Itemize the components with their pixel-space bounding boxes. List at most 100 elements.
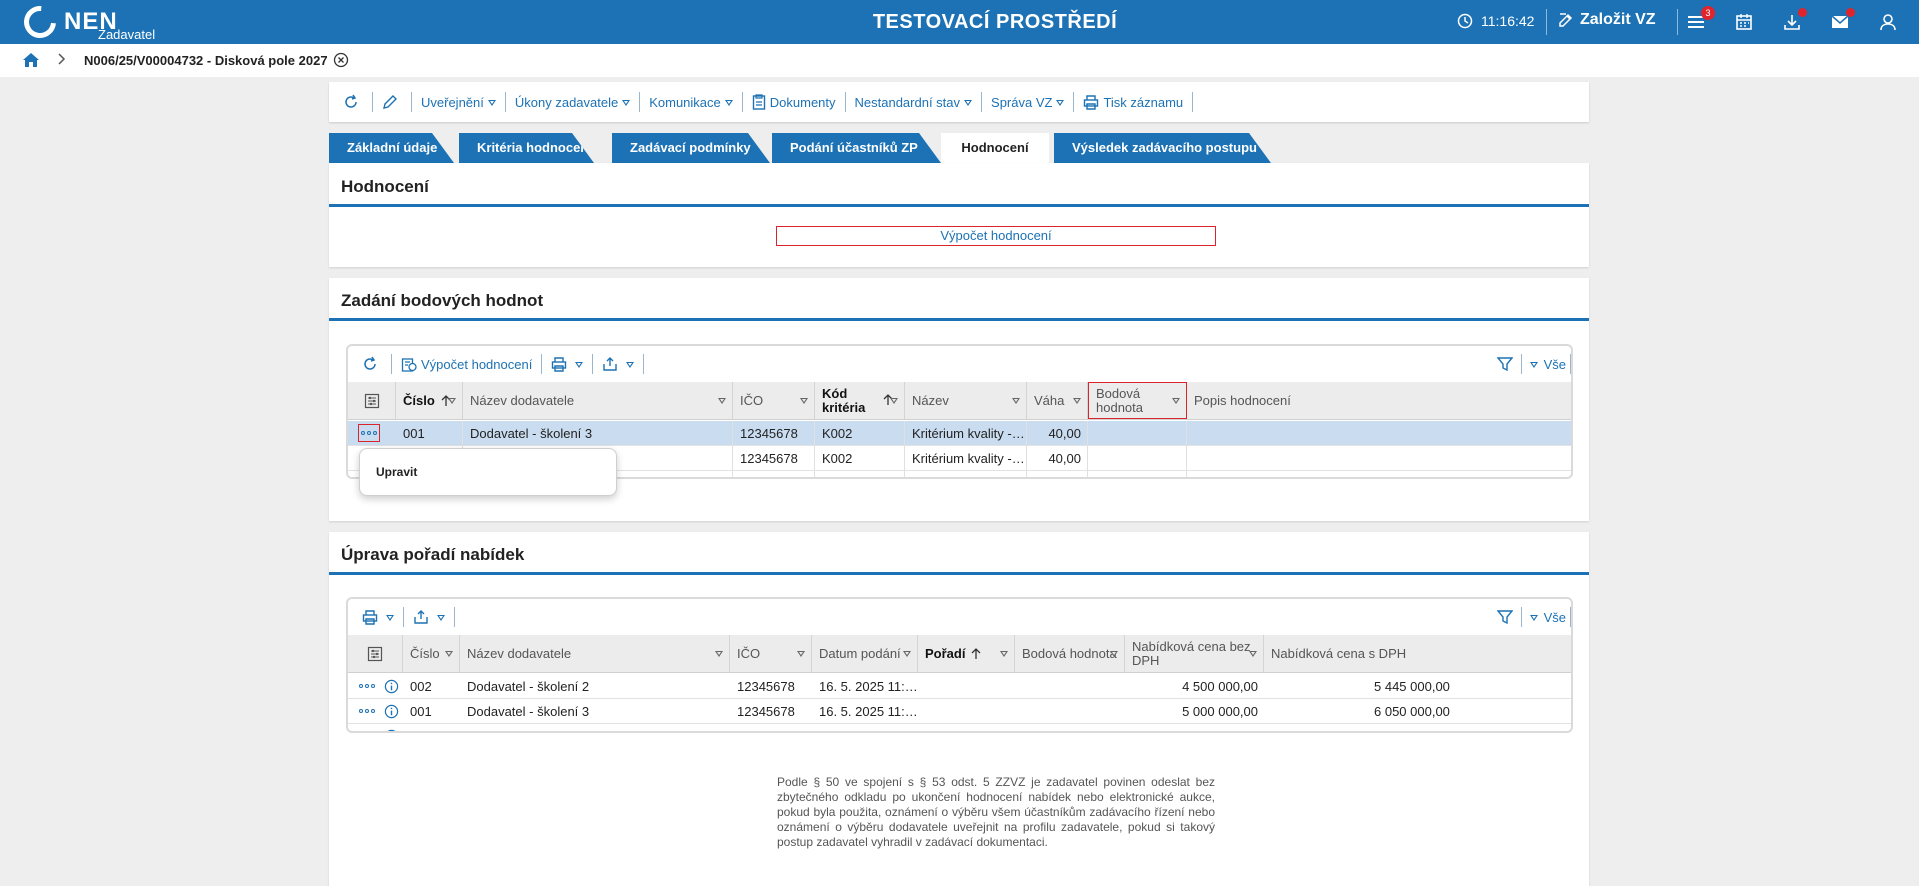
table-row[interactable]: 001 Dodavatel - školení 3 12345678 K002 …: [348, 421, 1571, 446]
vz-management-menu[interactable]: Správa VZ: [985, 95, 1070, 110]
close-icon[interactable]: [333, 52, 349, 68]
col-submission-date[interactable]: Datum podání: [812, 635, 918, 672]
filter-caret-icon[interactable]: [718, 397, 726, 404]
pencil-icon: [383, 95, 397, 109]
create-vz-button[interactable]: Založit VZ: [1558, 11, 1656, 29]
tab-evaluation[interactable]: Hodnocení: [941, 133, 1049, 163]
row-actions-button[interactable]: [357, 677, 377, 695]
cell-description[interactable]: [1187, 446, 1571, 471]
info-icon[interactable]: [384, 704, 399, 719]
messages-button[interactable]: [1829, 8, 1855, 33]
cell-score-value[interactable]: [1088, 446, 1187, 471]
filter-caret-icon[interactable]: [1012, 397, 1020, 404]
table-row[interactable]: 001 Dodavatel - školení 3 12345678 16. 5…: [348, 699, 1571, 724]
nonstandard-state-menu[interactable]: Nestandardní stav: [849, 95, 979, 110]
caret-down-icon: [575, 362, 584, 368]
filter-caret-icon[interactable]: [445, 650, 453, 657]
filter-caret-icon[interactable]: [715, 650, 723, 657]
info-icon[interactable]: [384, 729, 399, 733]
grid-export-menu[interactable]: [596, 356, 640, 372]
col-rank[interactable]: Pořadí: [918, 635, 1015, 672]
print-record-button[interactable]: Tisk záznamu: [1077, 94, 1189, 110]
cell-rank: [918, 724, 1015, 731]
tab-result[interactable]: Výsledek zadávacího postupu: [1054, 133, 1271, 163]
tab-criteria[interactable]: Kritéria hodnocení: [459, 133, 594, 163]
col-evaluation-description[interactable]: Popis hodnocení: [1187, 382, 1571, 419]
col-price-excl-vat[interactable]: Nabídková cena bez DPH: [1125, 635, 1264, 672]
table-row[interactable]: 002 Dodavatel - školení 2 12345678 16. 5…: [348, 674, 1571, 699]
col-supplier[interactable]: Název dodavatele: [460, 635, 730, 672]
row-actions-button[interactable]: [358, 424, 380, 442]
cell-price-incl-vat: 5 445 000,00: [1374, 679, 1450, 694]
row-actions-button[interactable]: [357, 727, 377, 731]
edit-icon: [1559, 13, 1573, 27]
col-weight[interactable]: Váha: [1027, 382, 1088, 419]
home-icon[interactable]: [22, 51, 40, 69]
col-score-value[interactable]: Bodová hodnota: [1088, 382, 1187, 419]
contracting-acts-menu[interactable]: Úkony zadavatele: [509, 95, 636, 110]
filter-caret-icon[interactable]: [1073, 397, 1081, 404]
offer-grid-export-menu[interactable]: [407, 609, 451, 625]
menu-item-edit[interactable]: Upravit: [376, 465, 418, 479]
score-grid-view-select[interactable]: Vše: [1529, 357, 1566, 372]
cell-description[interactable]: [1187, 421, 1571, 446]
column-settings[interactable]: [348, 635, 403, 672]
col-cislo[interactable]: Číslo: [403, 635, 460, 672]
breadcrumb-record[interactable]: N006/25/V00004732 - Disková pole 2027: [84, 53, 328, 68]
tab-conditions[interactable]: Zadávací podmínky: [612, 133, 770, 163]
user-profile-button[interactable]: [1877, 11, 1899, 33]
download-button[interactable]: [1781, 8, 1807, 33]
filter-icon[interactable]: [1496, 356, 1513, 372]
tab-submissions[interactable]: Podání účastníků ZP: [772, 133, 941, 163]
refresh-button[interactable]: [337, 94, 369, 110]
col-ico[interactable]: IČO: [730, 635, 812, 672]
col-price-incl-vat[interactable]: Nabídková cena s DPH: [1264, 635, 1571, 672]
toolbar-divider: [1192, 92, 1194, 112]
filter-caret-icon[interactable]: [1110, 650, 1118, 657]
menu-button[interactable]: 3: [1685, 6, 1715, 33]
filter-caret-icon[interactable]: [903, 650, 911, 657]
calculate-evaluation-button[interactable]: Výpočet hodnocení: [776, 226, 1216, 246]
clock-time: 11:16:42: [1481, 13, 1535, 29]
offer-grid-view-select[interactable]: Vše: [1529, 610, 1566, 625]
grid-print-menu[interactable]: [545, 356, 589, 372]
filter-caret-icon[interactable]: [797, 650, 805, 657]
col-criterion-name[interactable]: Název: [905, 382, 1027, 419]
col-supplier[interactable]: Název dodavatele: [463, 382, 733, 419]
filter-caret-icon[interactable]: [800, 397, 808, 404]
cell-weight: 40,00: [1027, 471, 1088, 477]
edit-record-button[interactable]: [376, 94, 408, 110]
tab-basic-info[interactable]: Základní údaje: [329, 133, 454, 163]
col-criterion-code[interactable]: Kód kritéria: [815, 382, 905, 419]
cell-cislo: 001: [410, 704, 432, 719]
filter-caret-icon[interactable]: [1000, 650, 1008, 657]
cell-description[interactable]: [1187, 471, 1571, 477]
publish-menu[interactable]: Uveřejnění: [415, 95, 502, 110]
filter-caret-icon[interactable]: [1172, 397, 1180, 404]
info-icon[interactable]: [384, 679, 399, 694]
filter-icon[interactable]: [1496, 609, 1513, 625]
offer-grid-print-menu[interactable]: [356, 609, 400, 625]
grid-calc-button[interactable]: Výpočet hodnocení: [395, 356, 538, 372]
row-actions-button[interactable]: [357, 702, 377, 720]
calendar-button[interactable]: [1733, 11, 1755, 33]
table-row[interactable]: 003 Dodavatel - školení 4 12345678 16. 5…: [348, 724, 1571, 733]
toolbar-divider: [372, 92, 373, 112]
nen-logo[interactable]: NEN: [17, 0, 118, 45]
communication-menu[interactable]: Komunikace: [643, 95, 739, 110]
cell-score-value: [1015, 699, 1125, 724]
caret-down-icon: [622, 100, 631, 106]
col-cislo[interactable]: Číslo: [396, 382, 463, 419]
col-ico[interactable]: IČO: [733, 382, 815, 419]
col-price-excl-label-1: Nabídková cena bez: [1132, 638, 1251, 654]
filter-caret-icon[interactable]: [1249, 650, 1257, 657]
documents-button[interactable]: Dokumenty: [746, 94, 842, 110]
filter-caret-icon[interactable]: [890, 397, 898, 404]
cell-score-value[interactable]: [1088, 471, 1187, 477]
column-settings[interactable]: [348, 382, 396, 419]
grid-refresh-button[interactable]: [356, 356, 388, 372]
cell-ico: 12345678: [733, 421, 815, 446]
filter-caret-icon[interactable]: [448, 397, 456, 404]
col-score-value[interactable]: Bodová hodnota: [1015, 635, 1125, 672]
cell-score-value[interactable]: [1088, 421, 1187, 446]
